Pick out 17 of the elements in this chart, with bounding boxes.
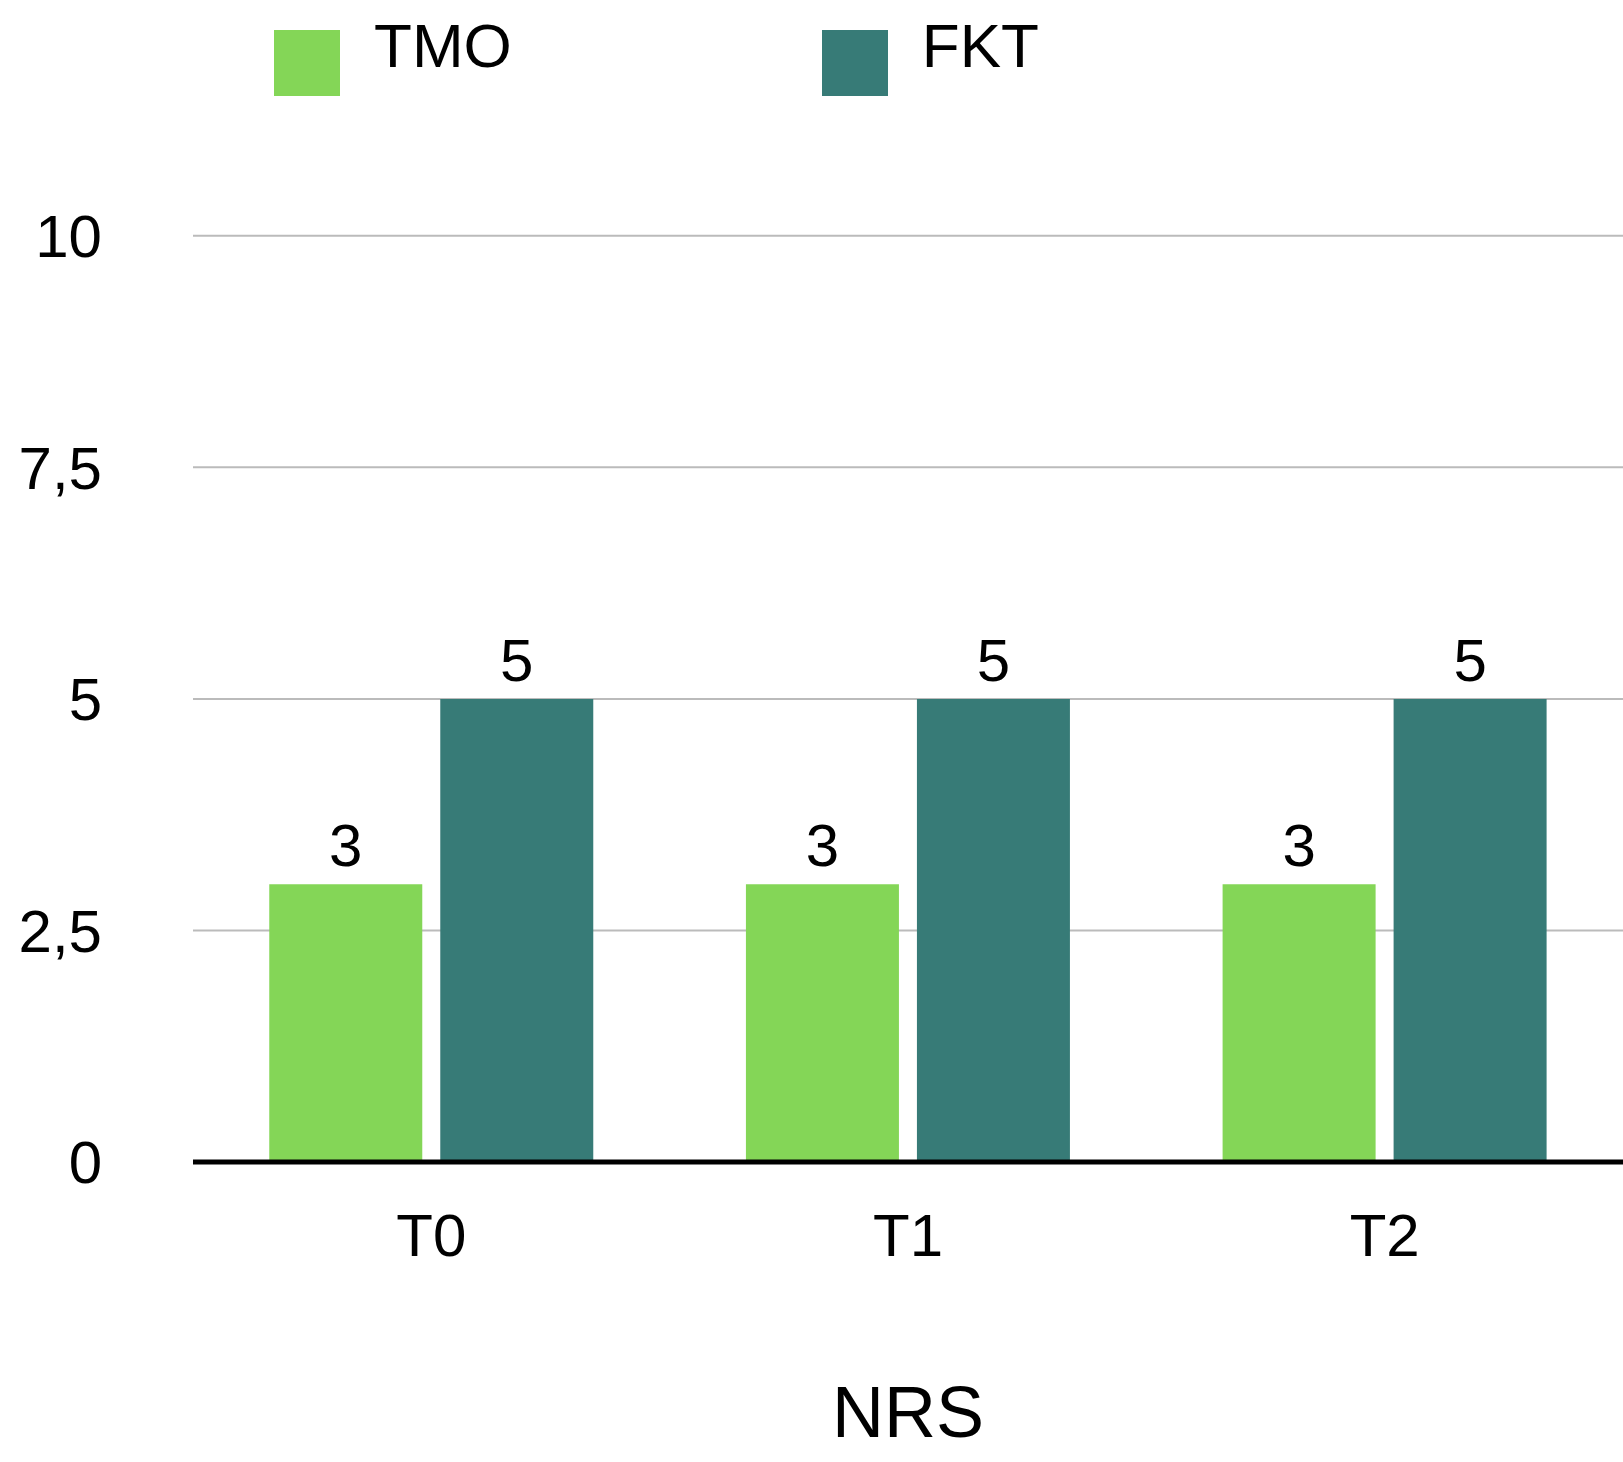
data-label: 3 (329, 812, 363, 880)
data-label: 5 (976, 626, 1011, 694)
y-tick-label: 10 (35, 203, 102, 271)
legend-label: FKT (921, 11, 1039, 80)
legend-label: TMO (374, 11, 512, 80)
data-label: 3 (805, 812, 840, 880)
x-tick-label: T2 (1349, 1201, 1420, 1269)
x-tick-label: T1 (872, 1201, 944, 1269)
data-label: 3 (1282, 812, 1316, 880)
x-tick-label: T0 (396, 1201, 467, 1269)
data-label: 5 (500, 626, 534, 694)
y-tick-label: 2,5 (18, 897, 102, 965)
y-tick-label: 5 (68, 666, 102, 734)
y-tick-label: 0 (68, 1129, 102, 1197)
data-label: 5 (1453, 626, 1487, 694)
y-tick-label: 7,5 (18, 434, 102, 502)
x-axis-title: NRS (831, 1372, 985, 1452)
